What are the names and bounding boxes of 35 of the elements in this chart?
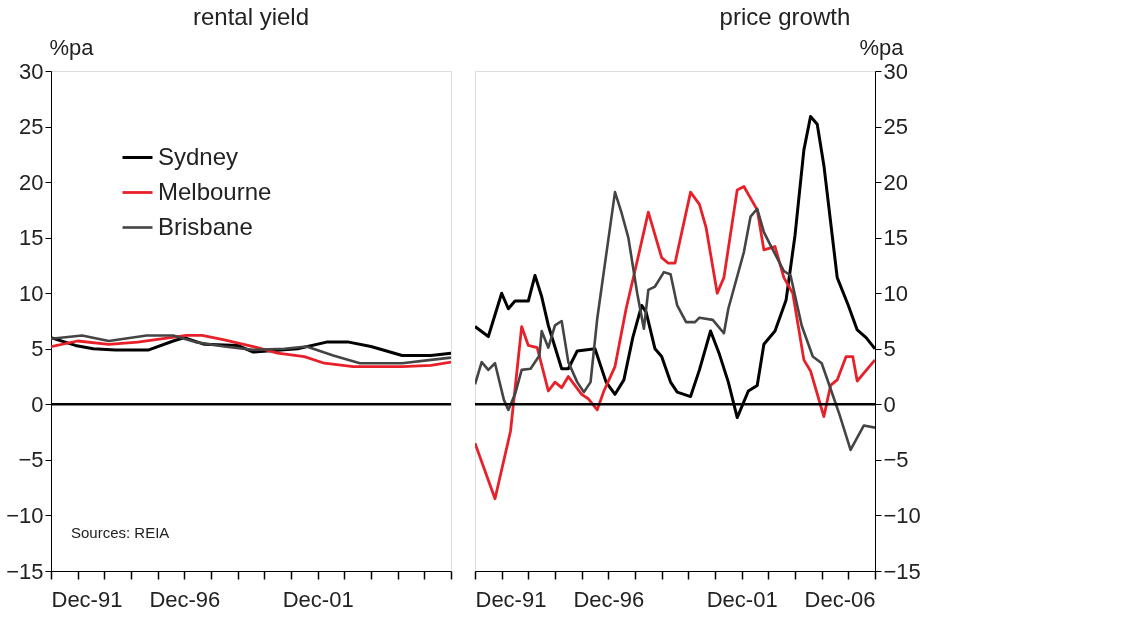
legend-label: Sydney bbox=[158, 142, 239, 170]
x-tick-label: Dec-06 bbox=[804, 586, 876, 612]
chart-title: rental yield bbox=[192, 3, 310, 30]
y-tick-label: 10 bbox=[19, 280, 44, 306]
y-tick-label: 30 bbox=[19, 58, 44, 84]
y-tick-label: 20 bbox=[883, 169, 908, 195]
x-tick-label: Dec-01 bbox=[706, 586, 778, 612]
y-tick-label: 15 bbox=[883, 225, 908, 251]
y-tick-label: 25 bbox=[883, 114, 908, 140]
x-tick-label: Dec-96 bbox=[149, 586, 221, 612]
y-tick-label: 20 bbox=[19, 169, 44, 195]
x-tick-label: Dec-91 bbox=[475, 586, 547, 612]
y-tick-label: 15 bbox=[19, 225, 44, 251]
y-tick-label: 0 bbox=[883, 391, 896, 417]
y-tick-label: 10 bbox=[883, 280, 908, 306]
y-tick-label: 25 bbox=[19, 114, 44, 140]
y-tick-label: −5 bbox=[883, 447, 909, 473]
y-tick-label: 0 bbox=[31, 391, 44, 417]
legend-label: Brisbane bbox=[158, 212, 253, 240]
x-tick-label: Dec-01 bbox=[282, 586, 354, 612]
y-tick-label: 5 bbox=[31, 336, 44, 362]
chart-title: price growth bbox=[719, 3, 851, 30]
y-tick-label: −10 bbox=[883, 502, 921, 528]
y-tick-label: 30 bbox=[883, 58, 908, 84]
y-tick-label: −10 bbox=[6, 502, 44, 528]
y-axis-title: %pa bbox=[49, 34, 95, 60]
y-tick-label: 5 bbox=[883, 336, 896, 362]
annotation: Sources: REIA bbox=[71, 524, 170, 541]
x-tick-label: Dec-96 bbox=[573, 586, 645, 612]
legend-label: Melbourne bbox=[158, 177, 272, 205]
y-axis-title: %pa bbox=[859, 34, 905, 60]
y-tick-label: −5 bbox=[18, 447, 44, 473]
y-tick-label: −15 bbox=[883, 558, 921, 584]
x-tick-label: Dec-91 bbox=[51, 586, 123, 612]
y-tick-label: −15 bbox=[6, 558, 44, 584]
